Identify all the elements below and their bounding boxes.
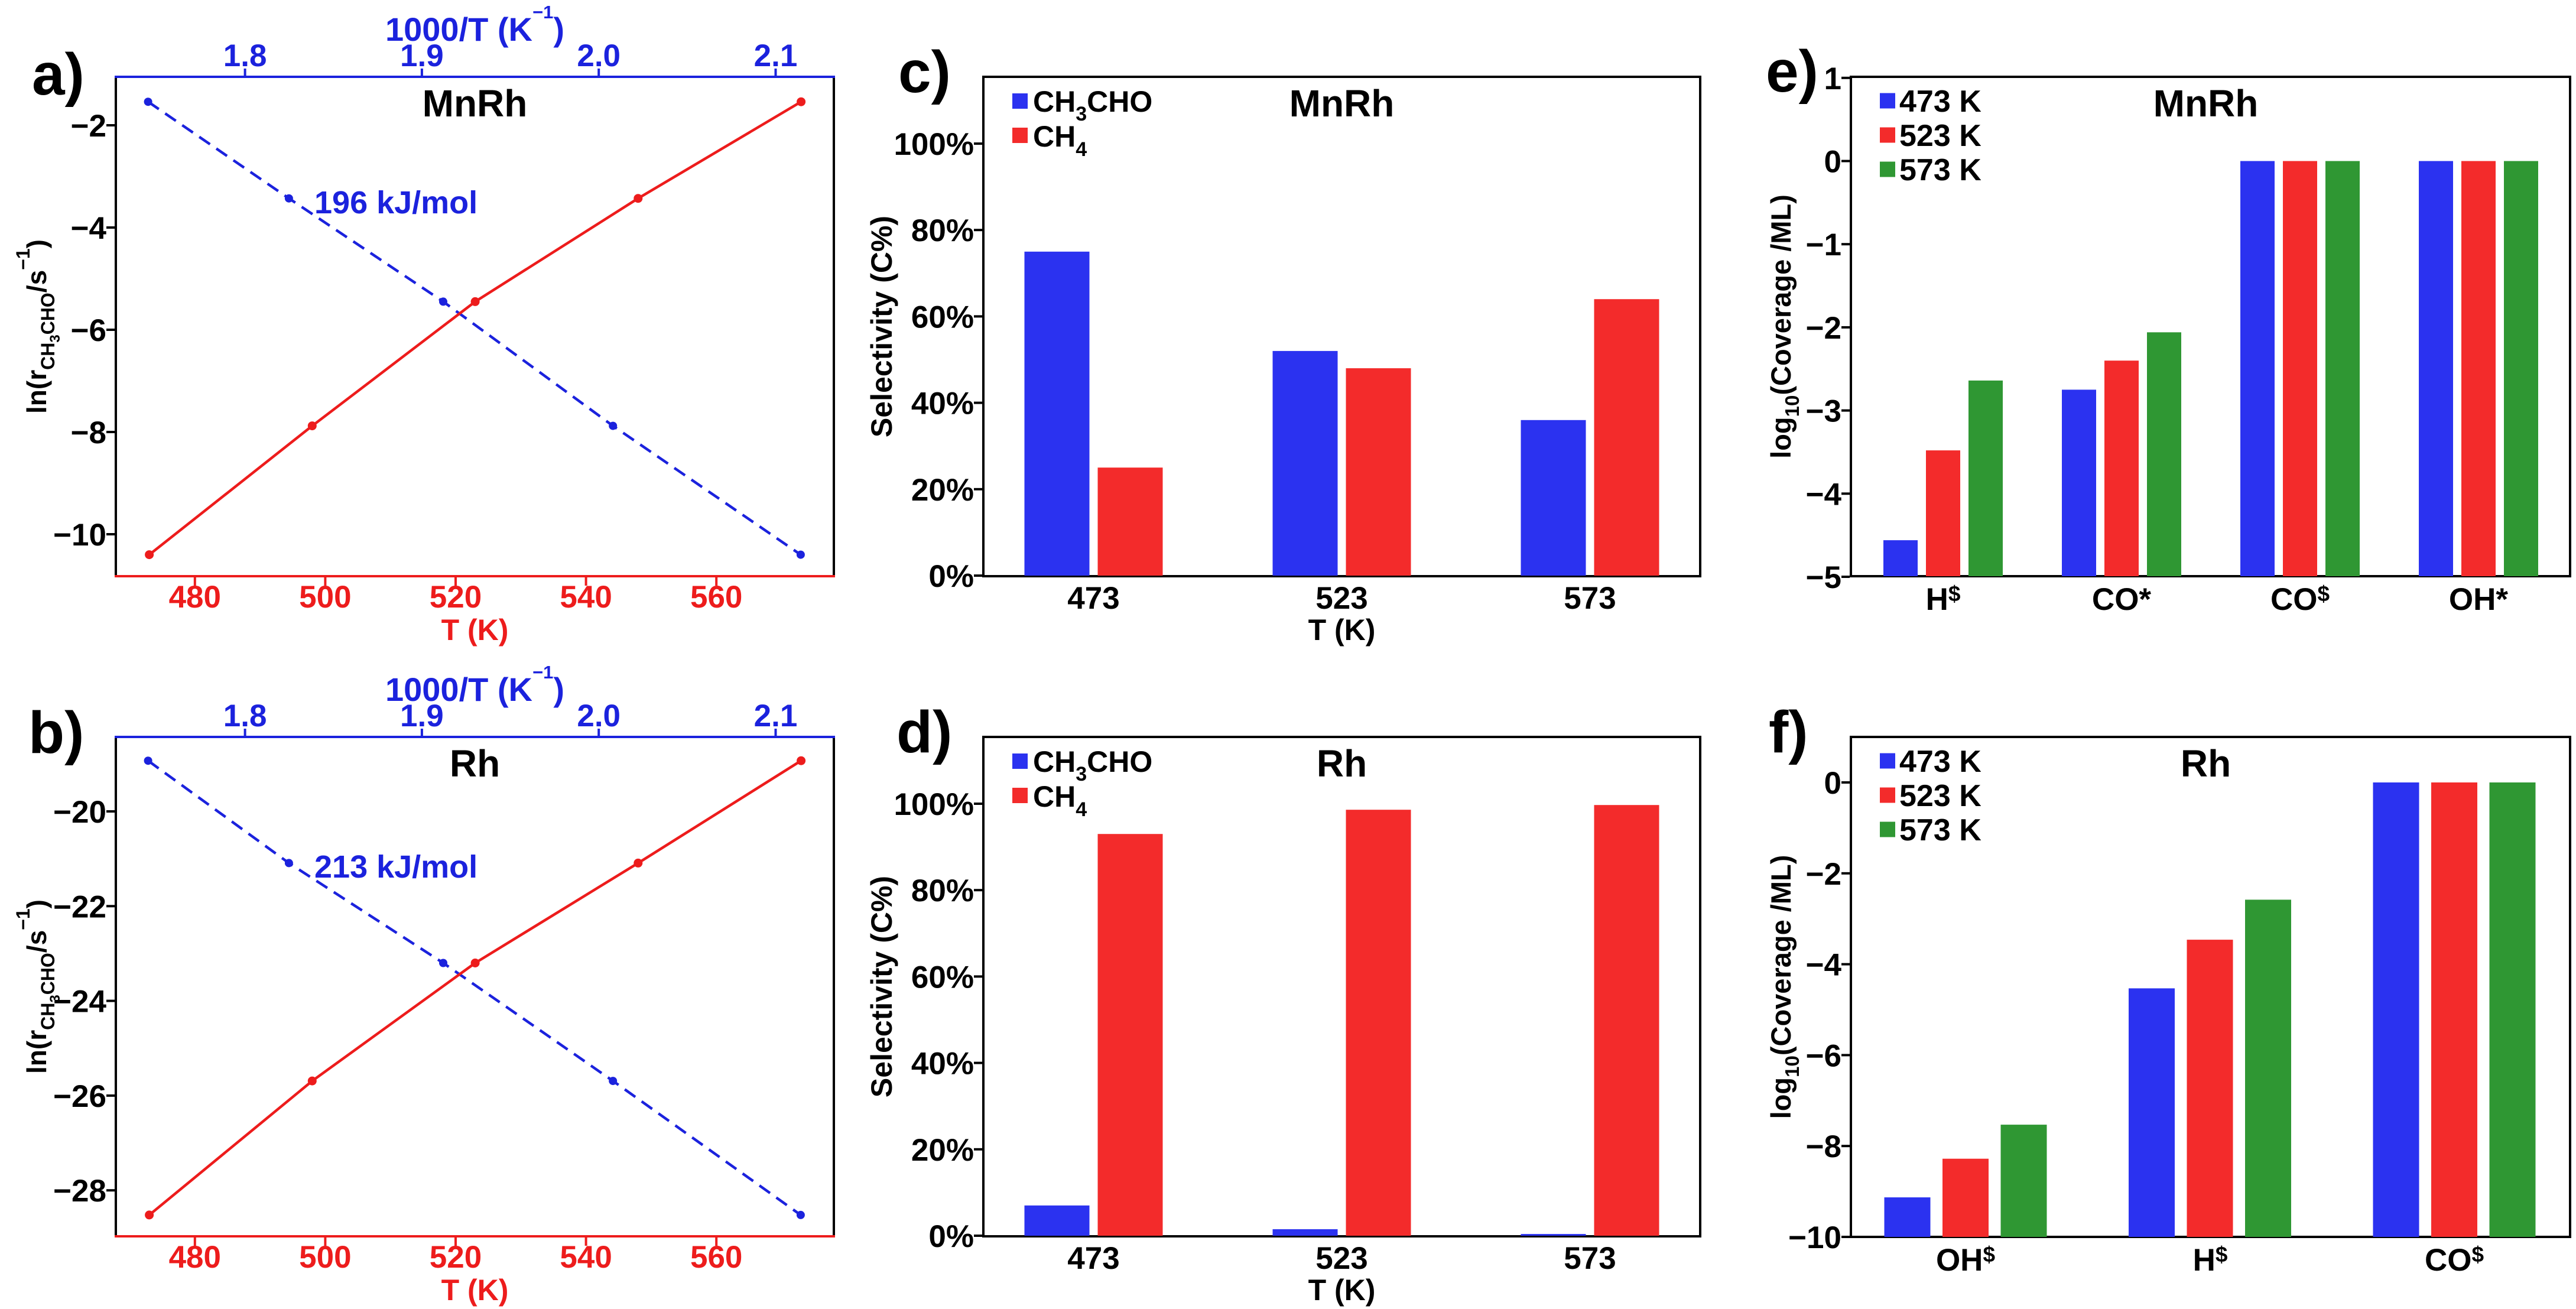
svg-text:Rh: Rh bbox=[1317, 742, 1367, 785]
svg-text:40%: 40% bbox=[911, 386, 974, 421]
svg-text:−10: −10 bbox=[1788, 1220, 1841, 1255]
svg-text:500: 500 bbox=[299, 580, 351, 615]
svg-text:T (K): T (K) bbox=[1308, 1274, 1376, 1307]
svg-text:1.9: 1.9 bbox=[400, 699, 444, 733]
svg-text:Selectivity (C%): Selectivity (C%) bbox=[865, 216, 898, 437]
svg-text:OH*: OH* bbox=[2449, 582, 2509, 617]
svg-text:0: 0 bbox=[1824, 145, 1841, 180]
svg-text:−6: −6 bbox=[71, 313, 106, 348]
svg-text:−20: −20 bbox=[53, 795, 106, 830]
svg-text:−1: −1 bbox=[1806, 228, 1841, 262]
svg-text:−4: −4 bbox=[71, 211, 107, 246]
svg-text:1.9: 1.9 bbox=[400, 38, 444, 73]
svg-text:540: 540 bbox=[560, 580, 612, 615]
svg-text:−3: −3 bbox=[1806, 394, 1841, 429]
svg-text:1: 1 bbox=[1824, 61, 1841, 96]
svg-text:500: 500 bbox=[299, 1240, 351, 1275]
svg-text:473 K: 473 K bbox=[1899, 745, 1981, 779]
svg-text:Rh: Rh bbox=[2181, 742, 2231, 785]
svg-text:480: 480 bbox=[169, 1240, 221, 1275]
svg-text:−28: −28 bbox=[53, 1174, 106, 1209]
svg-text:20%: 20% bbox=[911, 1133, 974, 1168]
svg-text:573: 573 bbox=[1564, 581, 1616, 616]
svg-text:573 K: 573 K bbox=[1899, 813, 1981, 847]
svg-text:196 kJ/mol: 196 kJ/mol bbox=[314, 185, 477, 220]
svg-text:−10: −10 bbox=[53, 518, 106, 553]
svg-text:100%: 100% bbox=[894, 787, 974, 822]
svg-text:80%: 80% bbox=[911, 213, 974, 248]
svg-text:20%: 20% bbox=[911, 473, 974, 508]
svg-text:MnRh: MnRh bbox=[1289, 82, 1395, 125]
svg-text:560: 560 bbox=[690, 1240, 742, 1275]
svg-text:MnRh: MnRh bbox=[2153, 82, 2259, 125]
svg-text:−2: −2 bbox=[71, 109, 106, 144]
svg-text:523 K: 523 K bbox=[1899, 119, 1981, 153]
svg-text:523 K: 523 K bbox=[1899, 779, 1981, 813]
svg-text:2.0: 2.0 bbox=[577, 38, 621, 73]
svg-text:473: 473 bbox=[1067, 581, 1119, 616]
svg-text:473: 473 bbox=[1067, 1241, 1119, 1276]
svg-text:520: 520 bbox=[430, 1240, 482, 1275]
svg-text:2.0: 2.0 bbox=[577, 699, 621, 733]
svg-text:473 K: 473 K bbox=[1899, 85, 1981, 119]
svg-text:T (K): T (K) bbox=[1308, 613, 1376, 647]
svg-text:−4: −4 bbox=[1806, 948, 1842, 983]
svg-text:CO*: CO* bbox=[2092, 582, 2152, 617]
svg-text:c): c) bbox=[898, 39, 951, 105]
svg-text:523: 523 bbox=[1315, 581, 1367, 616]
svg-text:e): e) bbox=[1766, 38, 1818, 105]
svg-text:d): d) bbox=[896, 699, 952, 765]
svg-text:60%: 60% bbox=[911, 300, 974, 334]
svg-text:Selectivity (C%): Selectivity (C%) bbox=[865, 876, 898, 1097]
svg-text:−22: −22 bbox=[53, 889, 106, 924]
svg-text:H$: H$ bbox=[2193, 1242, 2228, 1278]
svg-text:−4: −4 bbox=[1806, 477, 1842, 512]
svg-text:0%: 0% bbox=[928, 559, 974, 594]
svg-text:100%: 100% bbox=[894, 127, 974, 162]
svg-text:573: 573 bbox=[1564, 1241, 1616, 1276]
svg-text:573 K: 573 K bbox=[1899, 153, 1981, 187]
svg-text:H$: H$ bbox=[1926, 582, 1961, 617]
svg-text:Rh: Rh bbox=[450, 742, 500, 785]
svg-text:560: 560 bbox=[690, 580, 742, 615]
svg-text:b): b) bbox=[28, 700, 84, 766]
svg-text:540: 540 bbox=[560, 1240, 612, 1275]
svg-text:−2: −2 bbox=[1806, 857, 1841, 892]
svg-text:f): f) bbox=[1769, 699, 1808, 765]
svg-text:2.1: 2.1 bbox=[754, 38, 798, 73]
svg-text:MnRh: MnRh bbox=[423, 82, 528, 125]
svg-text:−5: −5 bbox=[1806, 560, 1841, 595]
svg-text:a): a) bbox=[32, 41, 85, 108]
svg-text:0%: 0% bbox=[928, 1219, 974, 1254]
svg-text:40%: 40% bbox=[911, 1047, 974, 1081]
svg-text:213 kJ/mol: 213 kJ/mol bbox=[314, 849, 477, 885]
svg-text:−8: −8 bbox=[71, 415, 106, 450]
svg-text:60%: 60% bbox=[911, 960, 974, 995]
svg-text:523: 523 bbox=[1315, 1241, 1367, 1276]
svg-text:80%: 80% bbox=[911, 873, 974, 908]
svg-text:T (K): T (K) bbox=[441, 613, 509, 647]
svg-text:−24: −24 bbox=[53, 985, 106, 1019]
svg-text:−6: −6 bbox=[1806, 1038, 1841, 1073]
svg-text:−8: −8 bbox=[1806, 1129, 1841, 1164]
svg-text:520: 520 bbox=[430, 580, 482, 615]
svg-text:1.8: 1.8 bbox=[223, 699, 267, 733]
svg-text:0: 0 bbox=[1824, 766, 1841, 801]
svg-text:−2: −2 bbox=[1806, 311, 1841, 346]
svg-text:−26: −26 bbox=[53, 1079, 106, 1114]
svg-text:T (K): T (K) bbox=[441, 1274, 509, 1307]
svg-text:480: 480 bbox=[169, 580, 221, 615]
svg-text:2.1: 2.1 bbox=[754, 699, 798, 733]
svg-text:1.8: 1.8 bbox=[223, 38, 267, 73]
